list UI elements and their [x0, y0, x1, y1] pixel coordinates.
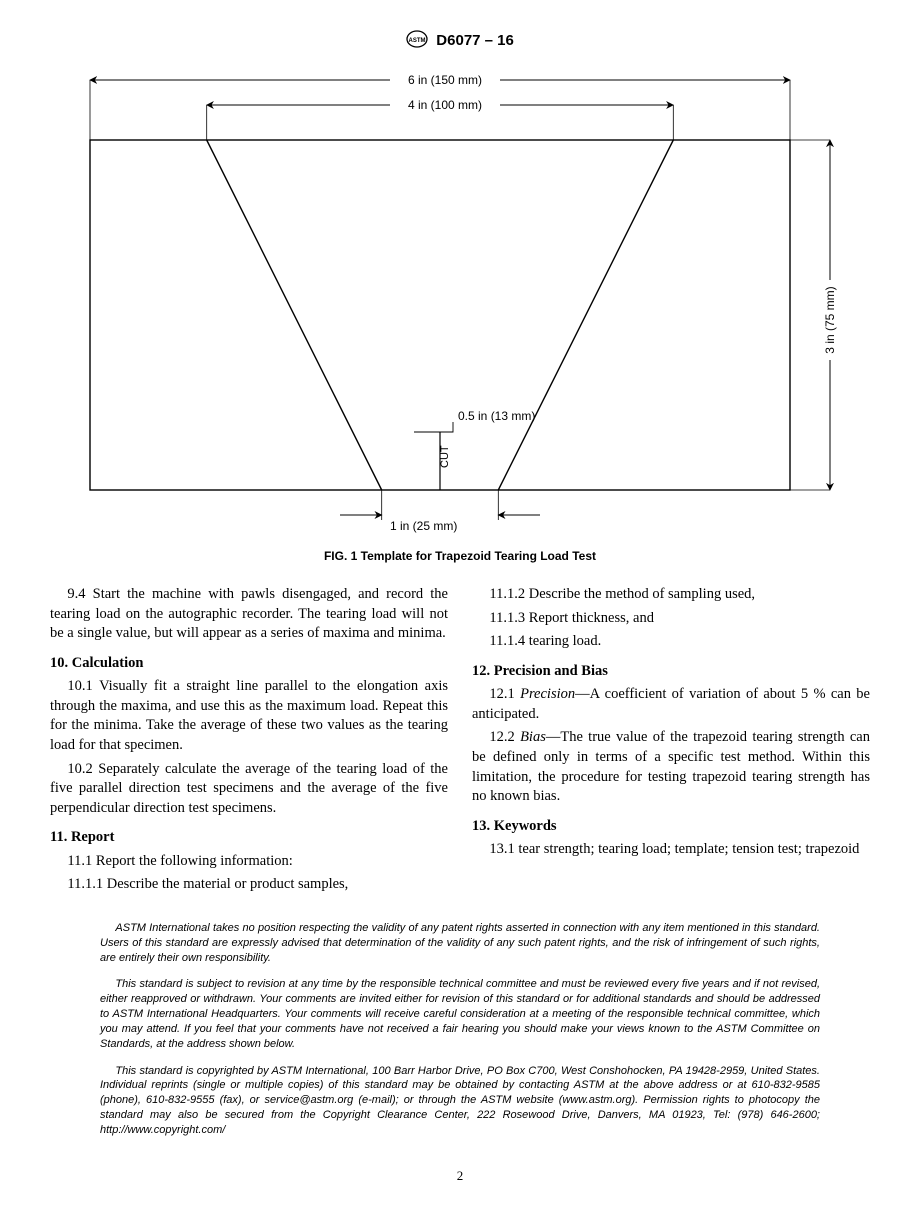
para-10-2: 10.2 Separately calculate the average of… [50, 760, 448, 819]
body-columns: 9.4 Start the machine with pawls disenga… [50, 581, 870, 899]
section-12-title: 12. Precision and Bias [472, 662, 870, 682]
svg-text:1 in (25 mm): 1 in (25 mm) [390, 519, 457, 533]
para-12-1-term: Precision [520, 686, 575, 702]
section-10-title: 10. Calculation [50, 654, 448, 674]
astm-logo-icon: ASTM [406, 30, 428, 52]
para-12-1-num: 12.1 [489, 686, 520, 702]
doc-header: ASTM D6077 – 16 [50, 30, 870, 52]
footer-notices: ASTM International takes no position res… [100, 921, 820, 1138]
section-13-title: 13. Keywords [472, 817, 870, 837]
para-12-1: 12.1 Precision—A coefficient of variatio… [472, 685, 870, 724]
para-10-1: 10.1 Visually fit a straight line parall… [50, 677, 448, 755]
left-column: 9.4 Start the machine with pawls disenga… [50, 581, 448, 899]
doc-designation: D6077 – 16 [436, 32, 514, 49]
para-11-1: 11.1 Report the following information: [50, 852, 448, 872]
svg-text:CUT: CUT [439, 445, 451, 468]
page-number: 2 [50, 1168, 870, 1184]
footer-p3: This standard is copyrighted by ASTM Int… [100, 1064, 820, 1138]
right-column: 11.1.2 Describe the method of sampling u… [472, 581, 870, 899]
para-11-1-2: 11.1.2 Describe the method of sampling u… [472, 585, 870, 605]
svg-text:3 in (75 mm): 3 in (75 mm) [823, 286, 837, 353]
para-11-1-3: 11.1.3 Report thickness, and [472, 609, 870, 629]
section-11-title: 11. Report [50, 828, 448, 848]
para-12-2: 12.2 Bias—The true value of the trapezoi… [472, 728, 870, 806]
svg-text:4 in (100 mm): 4 in (100 mm) [408, 98, 482, 112]
footer-p1: ASTM International takes no position res… [100, 921, 820, 966]
figure-caption: FIG. 1 Template for Trapezoid Tearing Lo… [50, 549, 870, 563]
para-11-1-4: 11.1.4 tearing load. [472, 632, 870, 652]
svg-text:ASTM: ASTM [409, 38, 426, 44]
para-11-1-1: 11.1.1 Describe the material or product … [50, 875, 448, 895]
footer-p2: This standard is subject to revision at … [100, 977, 820, 1051]
para-12-2-num: 12.2 [489, 729, 520, 745]
svg-text:6 in (150 mm): 6 in (150 mm) [408, 73, 482, 87]
svg-text:0.5 in (13 mm): 0.5 in (13 mm) [458, 409, 535, 423]
para-12-2-term: Bias [520, 729, 546, 745]
para-13-1: 13.1 tear strength; tearing load; templa… [472, 840, 870, 860]
figure-1: 6 in (150 mm) 4 in (100 mm) CUT 0.5 in (… [50, 60, 870, 563]
para-9-4: 9.4 Start the machine with pawls disenga… [50, 585, 448, 644]
